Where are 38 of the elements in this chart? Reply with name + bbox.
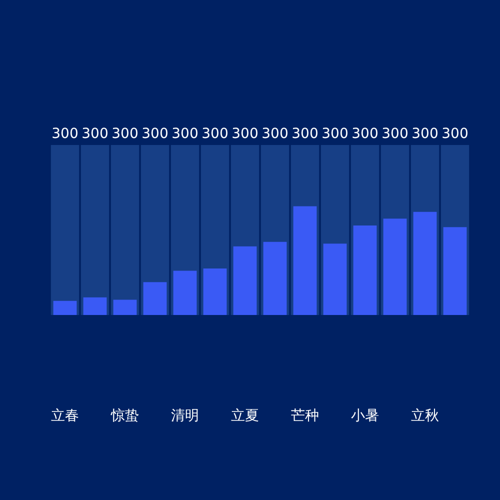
x-tick-label: 小暑 [351, 408, 379, 424]
data-label: 300 [82, 126, 108, 142]
bar [233, 246, 257, 315]
data-label: 300 [442, 126, 468, 142]
bar [323, 244, 347, 315]
bar [413, 212, 437, 315]
bar [110, 145, 140, 315]
bar [203, 268, 227, 315]
bar [83, 297, 107, 315]
bar [50, 145, 80, 315]
bar [173, 270, 197, 315]
x-tick-label: 清明 [171, 408, 199, 424]
data-label: 300 [292, 126, 318, 142]
bar [263, 242, 287, 315]
bar [293, 206, 317, 315]
bar [143, 282, 167, 315]
data-label: 300 [172, 126, 198, 142]
x-tick-label: 立春 [51, 408, 79, 424]
bar [353, 225, 377, 315]
data-label: 300 [412, 126, 438, 142]
bar [113, 300, 137, 315]
bar [80, 145, 110, 315]
x-tick-label: 芒种 [291, 408, 319, 424]
data-label: 300 [382, 126, 408, 142]
data-label: 300 [52, 126, 78, 142]
data-label: 300 [202, 126, 228, 142]
data-label: 300 [232, 126, 258, 142]
x-tick-label: 立秋 [411, 408, 439, 424]
data-label: 300 [142, 126, 168, 142]
data-label: 300 [262, 126, 288, 142]
bar [383, 218, 407, 315]
data-label: 300 [352, 126, 378, 142]
data-label: 300 [112, 126, 138, 142]
x-tick-label: 立夏 [231, 408, 259, 424]
bar [443, 227, 467, 315]
data-label: 300 [322, 126, 348, 142]
bar [53, 300, 77, 315]
x-tick-label: 惊蛰 [110, 408, 139, 424]
